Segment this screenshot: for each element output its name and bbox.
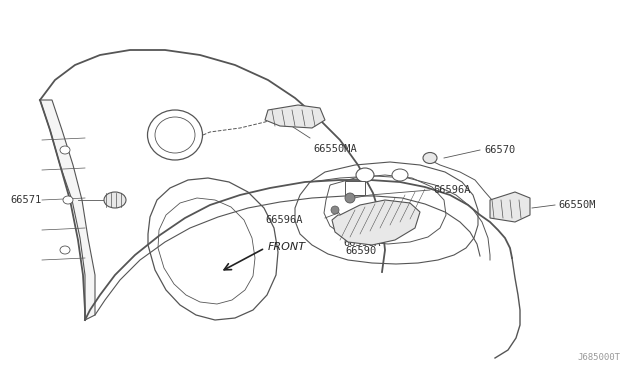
Text: 66596A: 66596A bbox=[266, 215, 303, 225]
Text: 66596A: 66596A bbox=[433, 185, 470, 195]
Ellipse shape bbox=[356, 168, 374, 182]
Text: 66571: 66571 bbox=[10, 195, 41, 205]
Bar bbox=[345, 181, 365, 195]
Text: FRONT: FRONT bbox=[268, 242, 306, 252]
Ellipse shape bbox=[63, 196, 73, 204]
Ellipse shape bbox=[423, 153, 437, 164]
Text: 66590: 66590 bbox=[345, 246, 376, 256]
Ellipse shape bbox=[104, 192, 126, 208]
Text: J685000T: J685000T bbox=[577, 353, 620, 362]
Text: 66596A: 66596A bbox=[343, 238, 381, 248]
Polygon shape bbox=[265, 105, 325, 128]
Polygon shape bbox=[490, 192, 530, 222]
Text: 66570: 66570 bbox=[484, 145, 515, 155]
Circle shape bbox=[331, 206, 339, 214]
Polygon shape bbox=[332, 200, 420, 245]
PathPatch shape bbox=[40, 100, 95, 320]
Text: 66550MA: 66550MA bbox=[313, 144, 356, 154]
Ellipse shape bbox=[392, 169, 408, 181]
Text: 66550M: 66550M bbox=[558, 200, 595, 210]
Ellipse shape bbox=[60, 246, 70, 254]
Circle shape bbox=[345, 193, 355, 203]
Ellipse shape bbox=[60, 146, 70, 154]
